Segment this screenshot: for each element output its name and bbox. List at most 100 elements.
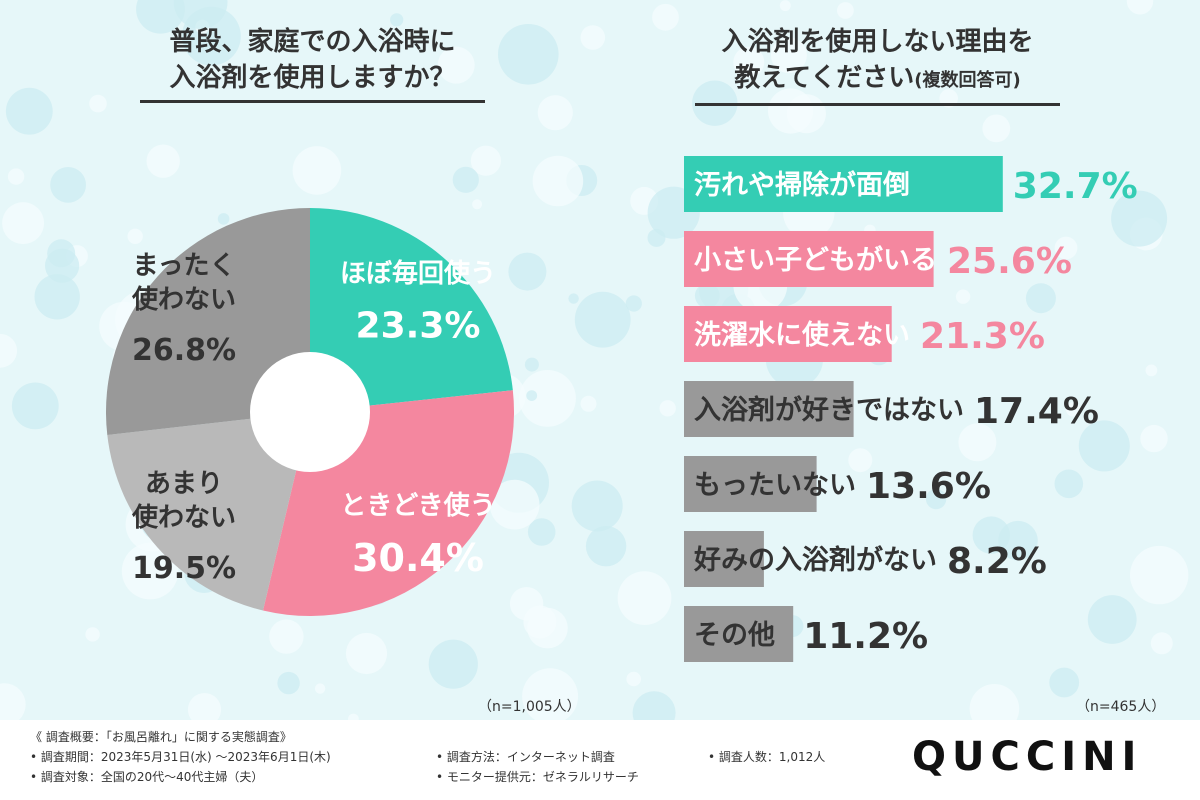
bar-value-label-6: 11.2% (803, 616, 928, 657)
pie-slice-2 (107, 412, 310, 611)
bubble-decoration (998, 520, 1038, 561)
bubble-decoration (1140, 424, 1168, 453)
bubble-decoration (568, 293, 579, 304)
bubble-decoration (736, 64, 751, 79)
bubble-decoration (969, 684, 1020, 720)
bubble-decoration (1130, 545, 1189, 605)
bubble-decoration (925, 488, 947, 510)
bubble-decoration (652, 3, 679, 31)
pie-label-0-0: ほぼ毎回使う (340, 259, 496, 289)
bubble-decoration (437, 46, 475, 84)
bubble-decoration (519, 370, 576, 427)
bubble-decoration (522, 668, 579, 720)
bar-title-line2: 教えてください(複数回答可) (695, 60, 1060, 99)
bubble-decoration (7, 168, 25, 185)
bar-2 (684, 306, 892, 362)
bubble-decoration (1054, 236, 1078, 260)
bar-category-label-4: もったいない (694, 470, 856, 501)
pie-label-2-1: 使わない (131, 503, 236, 533)
bubble-decoration (146, 144, 180, 178)
bubble-decoration (498, 24, 559, 85)
bubble-decoration (508, 252, 547, 291)
footer-monitor-provider: • モニター提供元：ゼネラルリサーチ (436, 770, 639, 784)
bubble-decoration (173, 0, 228, 29)
bubble-decoration (958, 423, 997, 462)
bar-value-label-2: 21.3% (920, 316, 1045, 357)
bubble-decoration (626, 671, 641, 687)
bubble-decoration (632, 691, 676, 720)
bar-title-line1: 入浴剤を使用しない理由を (721, 27, 1034, 57)
bubble-decoration (89, 94, 107, 113)
pie-slice-3 (105, 208, 310, 436)
bar-6 (684, 606, 794, 662)
bubble-decoration (136, 0, 185, 34)
bar-category-label-3: 入浴剤が好きではない (694, 394, 964, 426)
bubble-decoration (1150, 632, 1173, 655)
pie-chart-title: 普段、家庭での入浴時に 入浴剤を使用しますか？ (140, 24, 485, 103)
bubble-decoration (1111, 190, 1168, 247)
bar-1 (684, 231, 934, 287)
bar-value-label-4: 13.6% (866, 466, 991, 507)
bubble-decoration (121, 542, 179, 600)
bubble-decoration (580, 395, 597, 412)
bar-category-label-1: 小さい子どもがいる (694, 244, 937, 276)
bubble-decoration (472, 199, 483, 210)
bubble-decoration (1065, 402, 1081, 417)
bubble-decoration (217, 213, 230, 225)
survey-footer: 《 調査概要：「お風呂離れ」に関する実態調査》 • 調査期間：2023年5月31… (0, 720, 1200, 800)
bubble-decoration (5, 87, 53, 135)
bubble-decoration (770, 37, 807, 74)
bar-value-label-1: 25.6% (947, 241, 1072, 282)
quccini-logo: QUCCINI (912, 734, 1143, 780)
bubble-decoration (848, 448, 873, 473)
bubble-decoration (524, 357, 539, 372)
bubble-decoration (0, 683, 26, 720)
bar-5 (684, 531, 764, 587)
pie-label-2-0: あまり (145, 469, 223, 499)
bubble-decoration (571, 480, 623, 532)
bubble-decoration (348, 713, 359, 720)
bubble-decoration (428, 639, 478, 689)
bar-title-line2-main: 教えてください (734, 63, 915, 93)
bar-category-label-6: その他 (694, 620, 775, 651)
bubble-decoration (187, 693, 222, 720)
bubble-decoration (292, 146, 342, 195)
bubble-decoration (2, 202, 45, 245)
pie-label-3-0: まったく (133, 251, 236, 281)
bubble-decoration (532, 155, 584, 207)
bar-chart: 汚れや掃除が面倒 32.7% 小さい子どもがいる 25.6% 洗濯水に使えない 21.3%… (684, 156, 1138, 662)
pie-value-2: 19.5% (132, 551, 236, 586)
bubble-decoration (585, 526, 627, 567)
bubble-decoration (1025, 283, 1056, 314)
pie-sample-size: （n=1,005人） (478, 699, 581, 715)
bubble-decoration (1126, 0, 1154, 15)
pie-value-0: 23.3% (356, 306, 481, 347)
pie-title-line2: 入浴剤を使用しますか？ (169, 63, 456, 93)
bubble-decoration (314, 683, 326, 694)
bar-3 (684, 381, 854, 437)
bubble-decoration (537, 95, 573, 131)
bar-title-line2-note: (複数回答可) (914, 70, 1021, 91)
bar-sample-size: （n=465人） (1076, 699, 1166, 715)
bubble-decoration (526, 390, 538, 401)
bubble-decoration (345, 632, 388, 675)
bar-category-label-0: 汚れや掃除が面倒 (694, 169, 910, 201)
bubble-decoration (452, 166, 479, 193)
footer-survey-period: • 調査期間：2023年5月31日(水) ～2023年6月1日(木) (30, 750, 331, 764)
bubble-decoration (47, 239, 76, 268)
pie-title-line1: 普段、家庭での入浴時に (169, 27, 456, 57)
bubble-decoration (768, 88, 814, 134)
bubble-decoration (277, 671, 300, 695)
bar-4 (684, 456, 817, 512)
bubble-decoration (982, 114, 1011, 143)
pie-slice-0 (310, 208, 513, 412)
bar-category-label-5: 好みの入浴剤がない (693, 544, 937, 576)
bubble-decoration (659, 400, 676, 417)
bubble-decoration (580, 25, 606, 50)
bubble-decoration (470, 145, 501, 176)
pie-label-1-0: ときどき使う (340, 491, 495, 521)
bar-value-label-3: 17.4% (974, 391, 1099, 432)
bubble-decoration (50, 167, 86, 203)
bubble-decoration (489, 479, 540, 530)
bubble-decoration (617, 571, 672, 625)
